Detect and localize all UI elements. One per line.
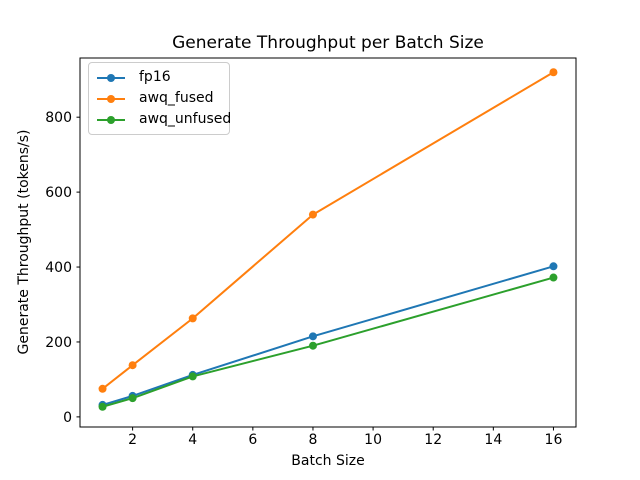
data-point-awq_unfused [128,394,137,403]
legend-line-icon [97,73,125,82]
y-tick-label: 600 [45,185,72,201]
data-point-awq_fused [128,361,137,370]
legend-item-awq-unfused: awq_unfused [96,109,231,130]
data-point-awq_unfused [549,273,558,282]
y-tick-label: 400 [45,260,72,276]
x-tick-label: 16 [545,432,563,448]
x-axis-label: Batch Size [291,453,365,469]
data-point-awq_unfused [188,372,197,381]
legend-item-fp16: fp16 [96,67,221,88]
x-tick-label: 6 [248,432,257,448]
x-tick-label: 10 [364,432,382,448]
x-tick-label: 8 [309,432,318,448]
data-point-awq_fused [188,314,197,323]
y-axis-label: Generate Throughput (tokens/s) [16,129,32,355]
data-point-awq_unfused [98,402,107,411]
legend-label: fp16 [139,69,171,85]
x-tick-label: 4 [188,432,197,448]
data-point-fp16 [549,262,558,271]
y-tick-label: 200 [45,335,72,351]
data-point-awq_unfused [308,341,317,350]
chart-title: Generate Throughput per Batch Size [172,33,484,53]
axes-frame [79,57,577,428]
y-tick-label: 0 [63,410,72,426]
legend-line-icon [97,115,125,124]
y-tick-label: 800 [45,110,72,126]
x-tick-label: 2 [128,432,137,448]
x-tick-label: 14 [484,432,502,448]
data-point-fp16 [308,332,317,341]
data-point-awq_fused [308,210,317,219]
legend: fp16 awq_fused awq_unfused [88,62,231,135]
legend-item-awq-fused: awq_fused [96,88,221,109]
data-point-awq_fused [98,384,107,393]
data-point-awq_fused [549,68,558,77]
x-tick-label: 12 [424,432,442,448]
legend-label: awq_fused [139,90,214,106]
series-line-awq_unfused [102,276,554,408]
legend-line-icon [97,94,125,103]
legend-label: awq_unfused [139,111,232,127]
